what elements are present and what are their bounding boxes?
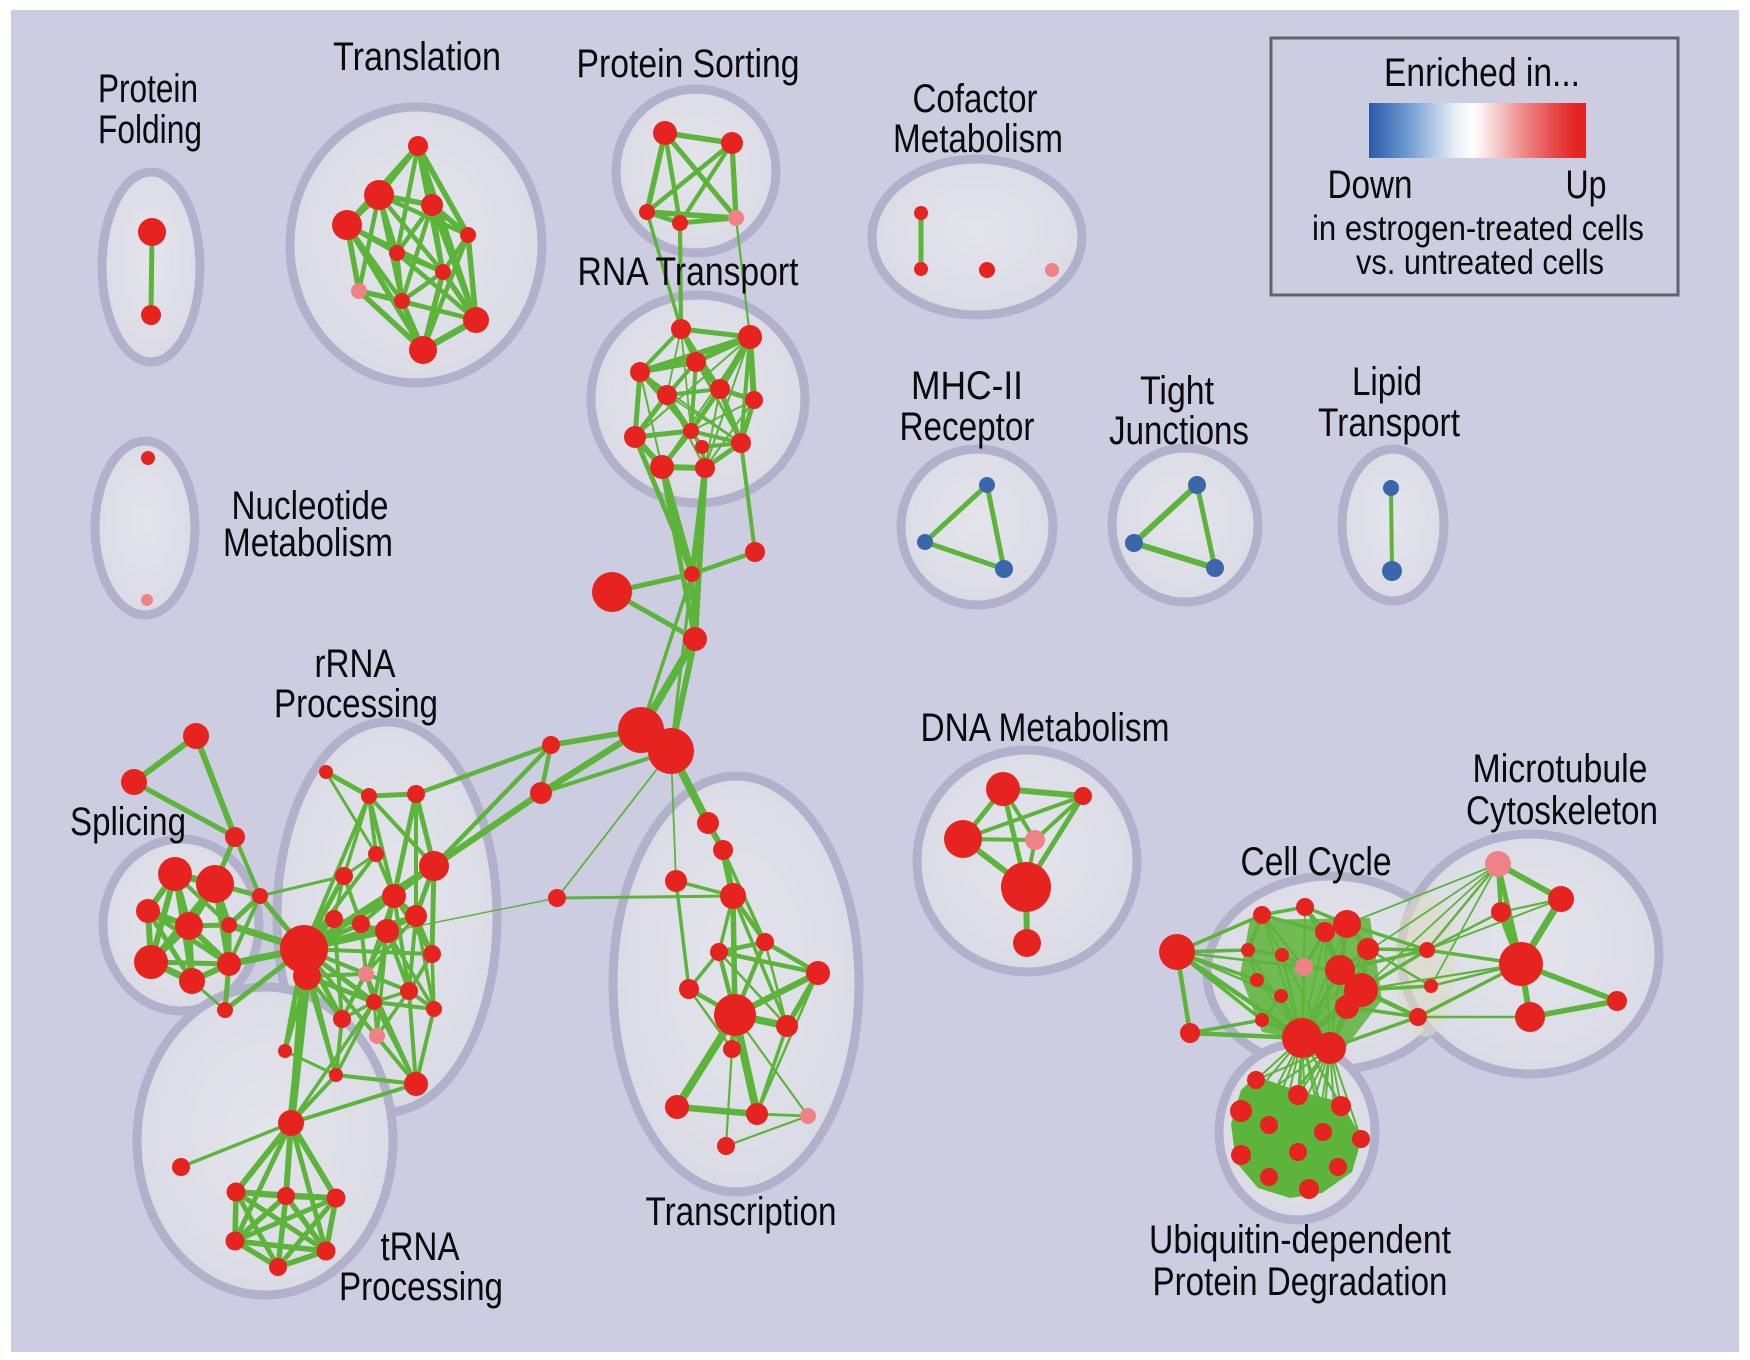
svg-text:Processing: Processing xyxy=(339,1265,503,1309)
svg-text:Protein: Protein xyxy=(98,67,198,111)
svg-text:Lipid: Lipid xyxy=(1352,360,1422,404)
svg-text:Down: Down xyxy=(1328,163,1413,207)
svg-text:Folding: Folding xyxy=(98,108,202,152)
svg-text:Protein Degradation: Protein Degradation xyxy=(1153,1260,1448,1304)
svg-text:Metabolism: Metabolism xyxy=(893,117,1063,161)
svg-text:Protein Sorting: Protein Sorting xyxy=(577,42,800,86)
svg-text:Cytoskeleton: Cytoskeleton xyxy=(1466,789,1658,833)
svg-text:tRNA: tRNA xyxy=(381,1225,460,1269)
svg-text:Splicing: Splicing xyxy=(70,800,186,844)
svg-text:in estrogen-treated cells: in estrogen-treated cells xyxy=(1312,209,1644,248)
svg-text:Translation: Translation xyxy=(333,35,501,79)
svg-text:Tight: Tight xyxy=(1140,369,1214,413)
svg-text:Cofactor: Cofactor xyxy=(913,77,1038,121)
svg-text:vs. untreated cells: vs. untreated cells xyxy=(1356,243,1604,282)
svg-text:Junctions: Junctions xyxy=(1109,409,1249,453)
svg-text:RNA Transport: RNA Transport xyxy=(578,250,799,294)
svg-text:Nucleotide: Nucleotide xyxy=(232,484,389,528)
svg-text:Microtubule: Microtubule xyxy=(1473,747,1648,791)
svg-text:Receptor: Receptor xyxy=(900,405,1035,449)
svg-text:DNA Metabolism: DNA Metabolism xyxy=(921,706,1170,750)
svg-text:Ubiquitin-dependent: Ubiquitin-dependent xyxy=(1149,1218,1451,1262)
svg-text:MHC-II: MHC-II xyxy=(911,364,1023,408)
svg-text:Transcription: Transcription xyxy=(646,1190,837,1234)
svg-text:Cell Cycle: Cell Cycle xyxy=(1241,840,1392,884)
svg-text:Processing: Processing xyxy=(274,682,438,726)
svg-text:Enriched in...: Enriched in... xyxy=(1384,51,1580,95)
svg-text:Up: Up xyxy=(1566,163,1607,207)
svg-text:rRNA: rRNA xyxy=(315,642,396,686)
svg-text:Transport: Transport xyxy=(1318,401,1460,445)
svg-text:Metabolism: Metabolism xyxy=(223,521,393,565)
